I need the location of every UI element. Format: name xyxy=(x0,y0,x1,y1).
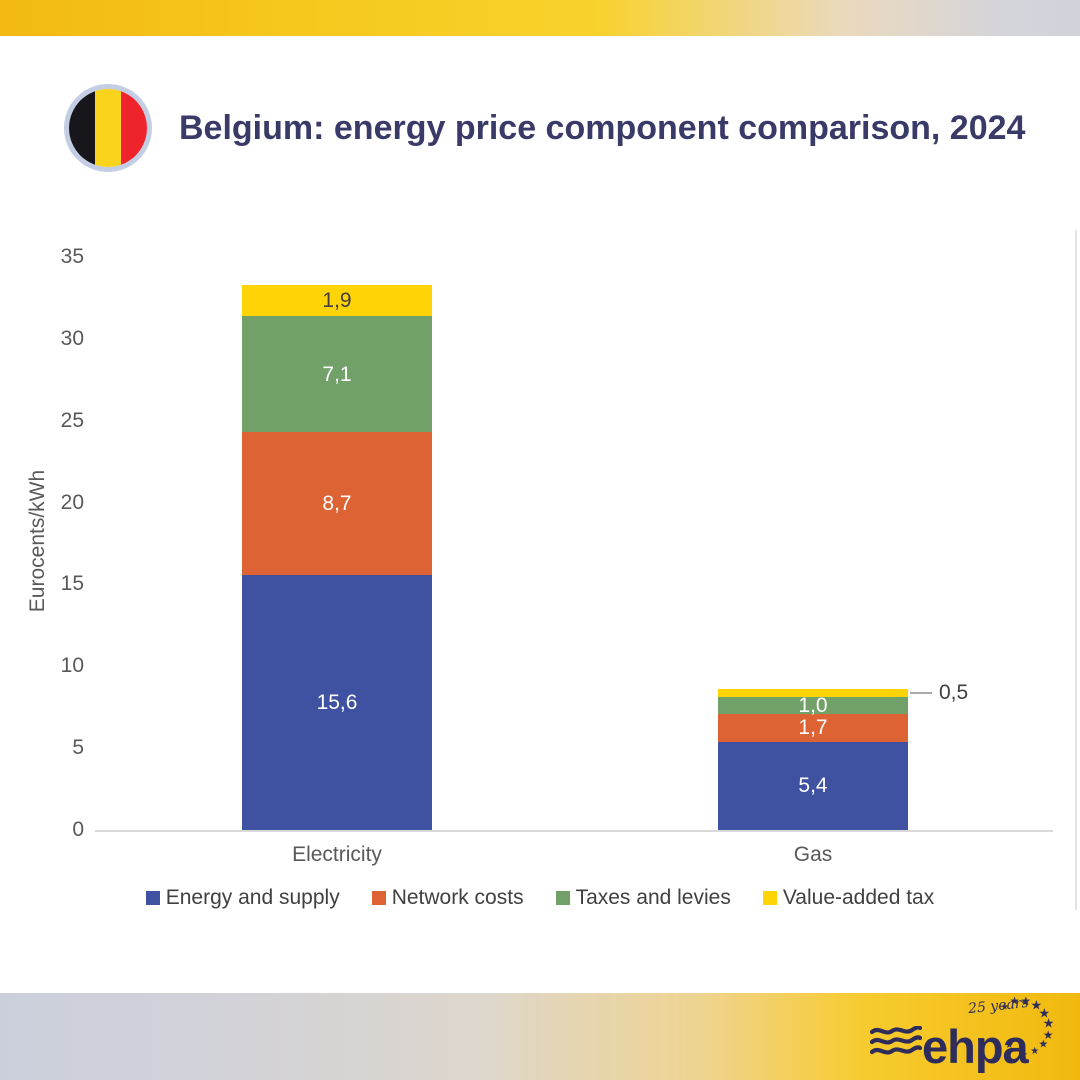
star-icon: ★ xyxy=(1030,997,1043,1013)
bar-segment-value-added-tax xyxy=(718,689,908,698)
waves-icon xyxy=(870,1026,922,1055)
legend-item: Value-added tax xyxy=(762,886,935,910)
bar-segment-energy-and-supply: 5,4 xyxy=(718,741,908,830)
y-axis-tick-label: 5 xyxy=(72,736,84,760)
star-circle-icon: ★ ★ ★ ★ ★ ★ ★ ★ ★ ★ ★ xyxy=(992,994,1055,1064)
top-border-strip xyxy=(0,0,1080,36)
star-icon: ★ xyxy=(1019,1049,1028,1060)
segment-value-label: 1,0 xyxy=(798,694,828,718)
category-label: Electricity xyxy=(292,843,382,866)
y-axis-tick-label: 0 xyxy=(72,818,84,841)
value-callout-label: 0,5 xyxy=(939,681,969,705)
bar-segment-network-costs: 1,7 xyxy=(718,713,908,742)
flag-stripe-yellow xyxy=(95,89,121,167)
y-axis-tick-label: 15 xyxy=(60,572,84,596)
legend-marker xyxy=(555,891,570,905)
star-icon: ★ xyxy=(1030,1045,1040,1057)
star-icon: ★ xyxy=(1038,1005,1051,1021)
y-axis-tick-label: 35 xyxy=(60,245,84,268)
flag-stripe-black xyxy=(69,89,95,167)
legend-label: Energy and supply xyxy=(165,886,340,909)
bar-segment-taxes-and-levies: 1,0 xyxy=(718,694,908,718)
y-axis-tick-label: 20 xyxy=(60,490,84,514)
legend-label: Taxes and levies xyxy=(575,886,731,909)
segment-value-label: 7,1 xyxy=(322,362,352,386)
legend-item: Taxes and levies xyxy=(555,886,731,910)
bar-segment-value-added-tax: 1,9 xyxy=(242,284,432,316)
segment-value-label: 5,4 xyxy=(798,774,828,798)
bottom-border-strip: ehpa 25 years ★ ★ ★ ★ ★ ★ ★ ★ ★ ★ ★ xyxy=(0,993,1080,1080)
legend-marker xyxy=(145,891,160,905)
bar-segment-energy-and-supply: 15,6 xyxy=(242,574,432,830)
star-icon: ★ xyxy=(1042,1015,1055,1031)
category-label: Gas xyxy=(793,843,833,866)
flag-stripe-red xyxy=(121,89,147,167)
chart-right-edge-line xyxy=(1075,230,1077,910)
chart-legend: Energy and supply Network costs Taxes and … xyxy=(0,886,1080,910)
legend-item: Network costs xyxy=(371,886,524,910)
y-axis-title: Eurocents/kWh xyxy=(26,469,49,613)
star-icon: ★ xyxy=(1004,1040,1014,1052)
segment-value-label: 1,9 xyxy=(322,288,352,312)
legend-item: Energy and supply xyxy=(145,886,340,910)
segment-value-label: 15,6 xyxy=(316,690,358,714)
ehpa-logo: ehpa 25 years ★ ★ ★ ★ ★ ★ ★ ★ ★ ★ ★ xyxy=(870,995,1054,1073)
star-icon: ★ xyxy=(1038,1038,1049,1051)
star-icon: ★ xyxy=(1009,995,1020,1008)
legend-marker xyxy=(762,891,777,905)
y-axis-tick-label: 30 xyxy=(60,326,84,350)
y-axis-tick-label: 10 xyxy=(60,654,84,678)
ehpa-logo-text: ehpa xyxy=(922,1020,1029,1073)
star-icon: ★ xyxy=(1000,1001,1009,1012)
page-title: Belgium: energy price component comparis… xyxy=(179,108,1026,147)
segment-value-label: 8,7 xyxy=(322,491,352,515)
belgium-flag-icon xyxy=(64,84,152,172)
star-icon: ★ xyxy=(1020,994,1032,1009)
header: Belgium: energy price component comparis… xyxy=(64,84,1025,172)
legend-label: Value-added tax xyxy=(782,886,935,909)
star-icon: ★ xyxy=(1042,1027,1054,1042)
bar-segment-taxes-and-levies: 7,1 xyxy=(242,315,432,433)
segment-value-label: 1,7 xyxy=(798,716,828,740)
y-axis-tick-label: 25 xyxy=(60,408,84,432)
value-callout-line xyxy=(910,692,932,695)
x-axis-baseline xyxy=(95,830,1053,832)
legend-marker xyxy=(371,891,386,905)
legend-label: Network costs xyxy=(391,886,524,909)
bar-segment-network-costs: 8,7 xyxy=(242,432,432,575)
